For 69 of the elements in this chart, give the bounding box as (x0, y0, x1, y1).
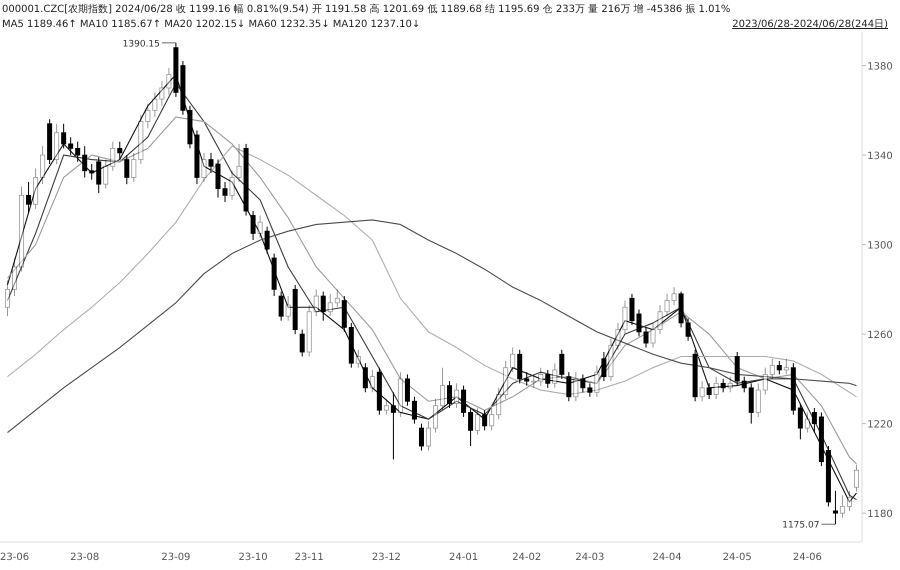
candlestick (559, 349, 564, 380)
candlestick (117, 141, 122, 160)
x-tick-label: 23-12 (372, 552, 401, 563)
candlestick (61, 123, 66, 149)
x-tick-label: 24-03 (575, 552, 604, 563)
candlestick (587, 382, 592, 398)
candlestick (96, 156, 102, 194)
candlestick (300, 329, 305, 357)
y-tick-label: 1220 (867, 420, 893, 431)
candlestick (82, 146, 88, 178)
annotation: 1175.07 (782, 520, 820, 531)
candlestick (278, 291, 284, 322)
candlestick (601, 352, 606, 382)
candlestick (643, 326, 649, 348)
candlestick (720, 378, 726, 393)
candlestick (580, 374, 586, 393)
candlestick (75, 141, 80, 162)
y-tick-label: 1380 (867, 62, 893, 73)
candlestick (686, 318, 691, 342)
candlestick (776, 360, 782, 375)
x-tick-label: 23-08 (70, 552, 100, 563)
x-tick-label: 24-04 (652, 552, 682, 563)
candlestick (208, 152, 214, 174)
candlestick (524, 372, 530, 386)
candlestick (390, 392, 396, 460)
candlestick (545, 369, 550, 388)
candlestick (812, 407, 817, 434)
x-tick-label: 24-05 (722, 552, 752, 563)
y-tick-label: 1340 (867, 151, 893, 162)
x-tick-label: 23-11 (294, 552, 324, 563)
candlestick (418, 423, 424, 451)
y-tick-label: 1300 (867, 240, 893, 252)
line-series (6, 219, 858, 434)
candlestick (362, 362, 368, 393)
annotation: 1390.15 (122, 39, 160, 50)
candlestick (798, 402, 803, 440)
y-tick-label: 1180 (867, 509, 893, 520)
candlestick (264, 226, 270, 254)
candlestick (566, 372, 572, 402)
x-tick-label: 24-06 (792, 552, 822, 563)
candlestick (412, 396, 417, 424)
candlestick (250, 210, 256, 241)
line-series (6, 146, 858, 398)
candlestick (404, 374, 410, 406)
candlestick (629, 293, 634, 326)
candlestick (636, 309, 642, 337)
candlestick (706, 382, 712, 400)
x-tick-label: 23-10 (238, 552, 268, 563)
x-tick-label: 23-06 (0, 552, 30, 563)
candlestick (742, 376, 747, 393)
candlestick (68, 136, 74, 156)
candlestick (26, 181, 32, 214)
candlestick (447, 380, 452, 408)
candlestick (832, 490, 838, 525)
candlestick (468, 407, 474, 447)
candlestick (461, 385, 466, 418)
candlestick (320, 291, 326, 322)
y-tick-label: 1260 (867, 330, 893, 342)
candlestick (482, 410, 488, 431)
chart-subtitle: MA5 1189.46↑ MA10 1185.67↑ MA20 1202.15↓ MA60 1232.35↓ MA120 1237.10↓ (2, 19, 420, 30)
candlestick (124, 154, 130, 185)
x-tick-label: 24-01 (449, 552, 478, 563)
line-series (6, 116, 858, 464)
candlestick (222, 181, 228, 203)
text: 2023/06/28-2024/06/28(244日) (732, 19, 888, 30)
chart-title: 000001.CZC[农期指数] 2024/06/28 收 1199.16 幅 0.81%(9.54) 开 1191.58 高 1201.69 低 1189.68 结 1195.69 仓 233万 量 216万 增 -45386 振 1.01% (2, 3, 730, 15)
candlestick (89, 164, 94, 180)
x-tick-label: 24-02 (512, 552, 542, 563)
x-tick-label: 23-09 (161, 552, 190, 563)
